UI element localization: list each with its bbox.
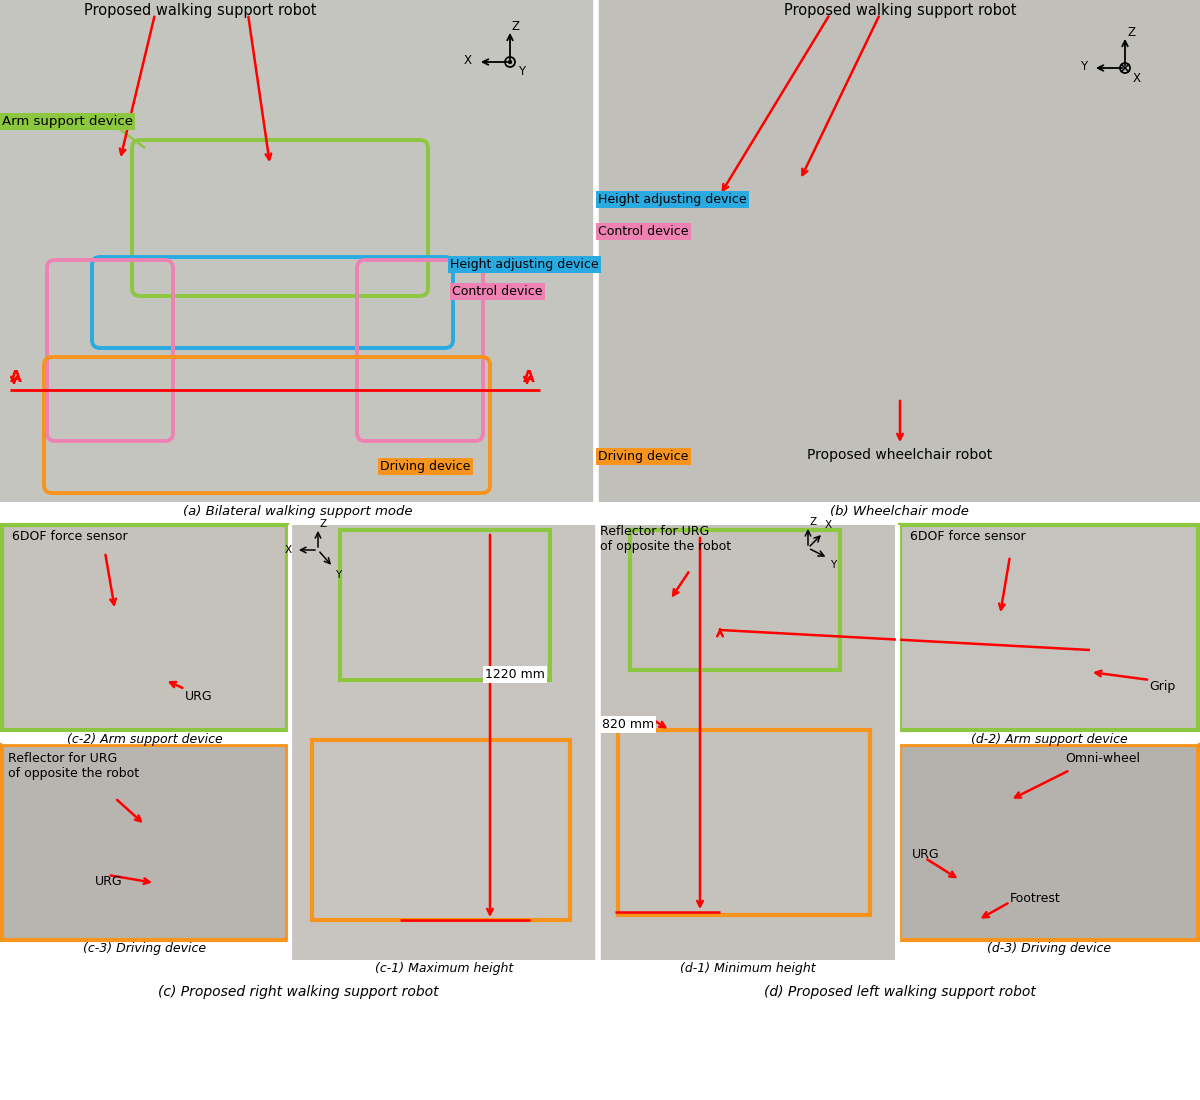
Text: Z: Z: [810, 517, 817, 527]
Bar: [2, 525, 287, 730]
Text: URG: URG: [95, 874, 122, 888]
Bar: [0, 0, 596, 502]
Text: X: X: [464, 54, 472, 66]
Text: Driving device: Driving device: [598, 450, 689, 463]
Text: Y: Y: [830, 560, 836, 570]
Text: Proposed walking support robot: Proposed walking support robot: [784, 3, 1016, 18]
Text: 6DOF force sensor: 6DOF force sensor: [910, 530, 1026, 543]
Text: Z: Z: [320, 519, 328, 529]
Text: Y: Y: [1080, 59, 1087, 73]
Text: (d-3) Driving device: (d-3) Driving device: [986, 942, 1111, 955]
Text: 6DOF force sensor: 6DOF force sensor: [12, 530, 127, 543]
Text: Height adjusting device: Height adjusting device: [450, 258, 599, 271]
Text: X: X: [1133, 72, 1141, 85]
Text: (d-1) Minimum height: (d-1) Minimum height: [680, 962, 816, 975]
Text: (c-2) Arm support device: (c-2) Arm support device: [67, 733, 223, 746]
Bar: [292, 525, 596, 960]
Text: Reflector for URG
of opposite the robot: Reflector for URG of opposite the robot: [8, 752, 139, 780]
Text: Control device: Control device: [598, 226, 689, 238]
Text: Grip: Grip: [1148, 680, 1175, 693]
Text: Z: Z: [1127, 25, 1135, 39]
Text: Y: Y: [335, 570, 341, 580]
Bar: [900, 745, 1198, 940]
Bar: [598, 0, 1200, 502]
Text: 820 mm: 820 mm: [602, 718, 654, 732]
Text: Proposed wheelchair robot: Proposed wheelchair robot: [808, 448, 992, 462]
Text: (c-3) Driving device: (c-3) Driving device: [84, 942, 206, 955]
Circle shape: [509, 60, 511, 64]
Bar: [630, 530, 840, 670]
Bar: [2, 745, 287, 940]
Bar: [312, 740, 570, 920]
Text: Arm support device: Arm support device: [2, 116, 133, 128]
Text: Control device: Control device: [452, 285, 542, 298]
Text: URG: URG: [912, 848, 940, 861]
Text: Y: Y: [518, 65, 526, 78]
Bar: [618, 730, 870, 915]
Bar: [340, 530, 550, 680]
Text: 1220 mm: 1220 mm: [485, 668, 545, 681]
Bar: [900, 745, 1198, 940]
Text: (c-1) Maximum height: (c-1) Maximum height: [374, 962, 514, 975]
Text: Height adjusting device: Height adjusting device: [598, 192, 746, 206]
Text: Proposed walking support robot: Proposed walking support robot: [84, 3, 317, 18]
Text: Reflector for URG
of opposite the robot: Reflector for URG of opposite the robot: [600, 525, 731, 553]
Text: Driving device: Driving device: [380, 460, 470, 473]
Text: Omni-wheel: Omni-wheel: [1066, 752, 1140, 764]
Text: X: X: [284, 544, 292, 556]
Bar: [600, 525, 895, 960]
Text: X: X: [826, 520, 832, 530]
Bar: [900, 525, 1198, 730]
Text: Z: Z: [512, 20, 520, 33]
Bar: [900, 525, 1198, 730]
Text: (c) Proposed right walking support robot: (c) Proposed right walking support robot: [157, 984, 438, 999]
Bar: [2, 525, 287, 730]
Text: (a) Bilateral walking support mode: (a) Bilateral walking support mode: [184, 505, 413, 518]
Text: URG: URG: [185, 690, 212, 703]
Text: A: A: [523, 370, 535, 385]
Text: A: A: [10, 370, 22, 385]
Text: (d-2) Arm support device: (d-2) Arm support device: [971, 733, 1127, 746]
Text: (b) Wheelchair mode: (b) Wheelchair mode: [829, 505, 968, 518]
Text: Footrest: Footrest: [1010, 892, 1061, 905]
Bar: [2, 745, 287, 940]
Text: (d) Proposed left walking support robot: (d) Proposed left walking support robot: [764, 984, 1036, 999]
